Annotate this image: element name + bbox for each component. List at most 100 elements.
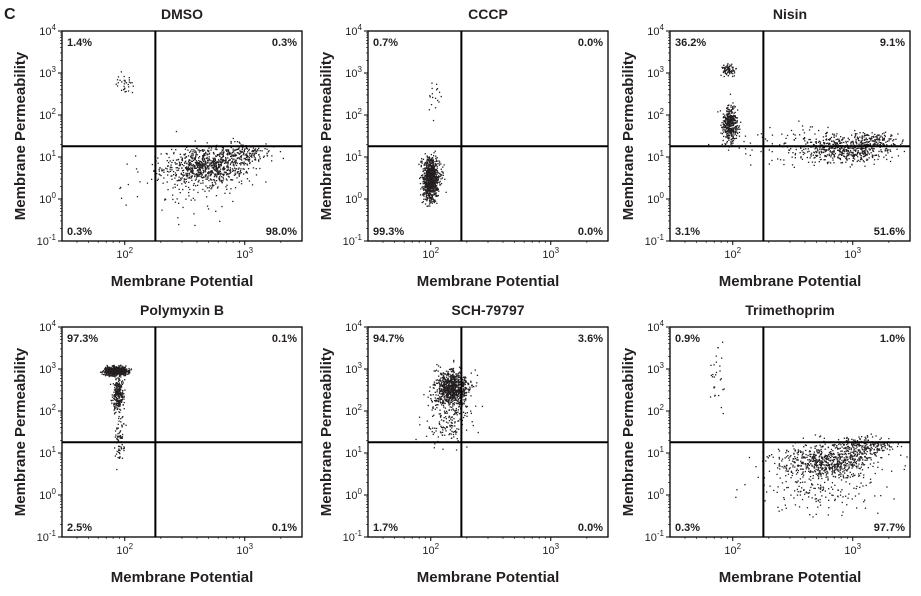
data-point (196, 173, 198, 176)
data-point (115, 382, 117, 384)
data-point (727, 71, 730, 73)
data-point (135, 168, 138, 170)
data-point (428, 171, 431, 174)
data-point (204, 171, 207, 173)
data-point (124, 366, 126, 368)
data-point (114, 430, 117, 432)
data-point (177, 169, 180, 171)
data-point (433, 152, 435, 154)
data-point (435, 194, 438, 196)
data-point (429, 202, 432, 204)
data-point (113, 405, 115, 408)
data-point (727, 104, 729, 107)
y-tick-label: 100 (39, 191, 56, 206)
data-point (430, 153, 432, 156)
data-point (116, 383, 118, 385)
data-point (229, 169, 231, 171)
data-point (229, 152, 232, 154)
data-point (872, 143, 874, 146)
data-point (227, 173, 229, 175)
data-point (165, 152, 167, 155)
data-point (159, 174, 161, 176)
data-point (832, 150, 834, 152)
data-point (188, 164, 190, 166)
data-point (118, 384, 120, 386)
data-point (434, 179, 437, 181)
data-point (226, 153, 228, 155)
data-point (204, 174, 206, 177)
data-point (837, 144, 839, 146)
data-point (427, 192, 429, 194)
data-point (199, 166, 201, 168)
data-point (190, 160, 193, 162)
data-point (238, 175, 240, 177)
data-point (733, 70, 735, 72)
data-point (824, 159, 826, 161)
data-point (727, 134, 729, 137)
data-point (867, 141, 869, 143)
data-point (881, 133, 884, 135)
data-point (200, 173, 202, 175)
data-point (137, 171, 139, 173)
data-point (191, 149, 193, 151)
data-point (433, 193, 435, 196)
data-point (911, 142, 912, 143)
data-point (211, 187, 213, 189)
data-point (882, 139, 885, 141)
data-point (118, 372, 120, 375)
data-point (430, 399, 433, 401)
data-point (730, 132, 732, 134)
data-point (864, 149, 866, 152)
data-point (433, 155, 435, 157)
data-point (838, 138, 840, 140)
data-point (238, 141, 240, 143)
data-point (436, 89, 438, 91)
data-point (197, 164, 199, 166)
data-point (426, 172, 428, 174)
y-tick-label: 100 (39, 487, 56, 502)
data-point (117, 76, 120, 78)
data-point (229, 172, 231, 174)
data-point (120, 400, 123, 402)
data-point (436, 189, 439, 191)
data-point (227, 157, 229, 159)
data-point (202, 162, 204, 164)
data-point (427, 177, 429, 179)
data-point (118, 394, 120, 396)
data-point (109, 370, 111, 372)
data-point (184, 167, 187, 169)
data-point (424, 198, 427, 200)
data-point (730, 125, 732, 127)
data-point (436, 404, 438, 406)
data-point (475, 405, 477, 407)
data-point (251, 156, 253, 158)
data-point (426, 180, 428, 182)
data-point (112, 366, 114, 368)
data-point (743, 140, 745, 143)
data-point (206, 176, 208, 178)
data-point (192, 165, 194, 167)
data-point (216, 172, 219, 174)
data-point (734, 130, 736, 133)
data-point (425, 177, 428, 179)
data-point (865, 148, 867, 150)
data-point (181, 159, 183, 161)
data-point (104, 373, 106, 375)
data-point (859, 132, 861, 134)
data-point (224, 171, 226, 173)
data-point (212, 160, 215, 162)
data-point (202, 170, 204, 172)
data-point (117, 385, 120, 387)
data-point (214, 181, 216, 184)
data-point (832, 157, 834, 159)
data-point (158, 168, 160, 171)
data-point (227, 162, 229, 164)
data-point (817, 141, 820, 143)
data-point (823, 159, 825, 161)
data-point (181, 167, 183, 169)
data-point (835, 144, 837, 146)
data-point (195, 147, 198, 149)
data-point (114, 376, 116, 378)
data-point (118, 420, 120, 422)
data-point (224, 159, 226, 162)
